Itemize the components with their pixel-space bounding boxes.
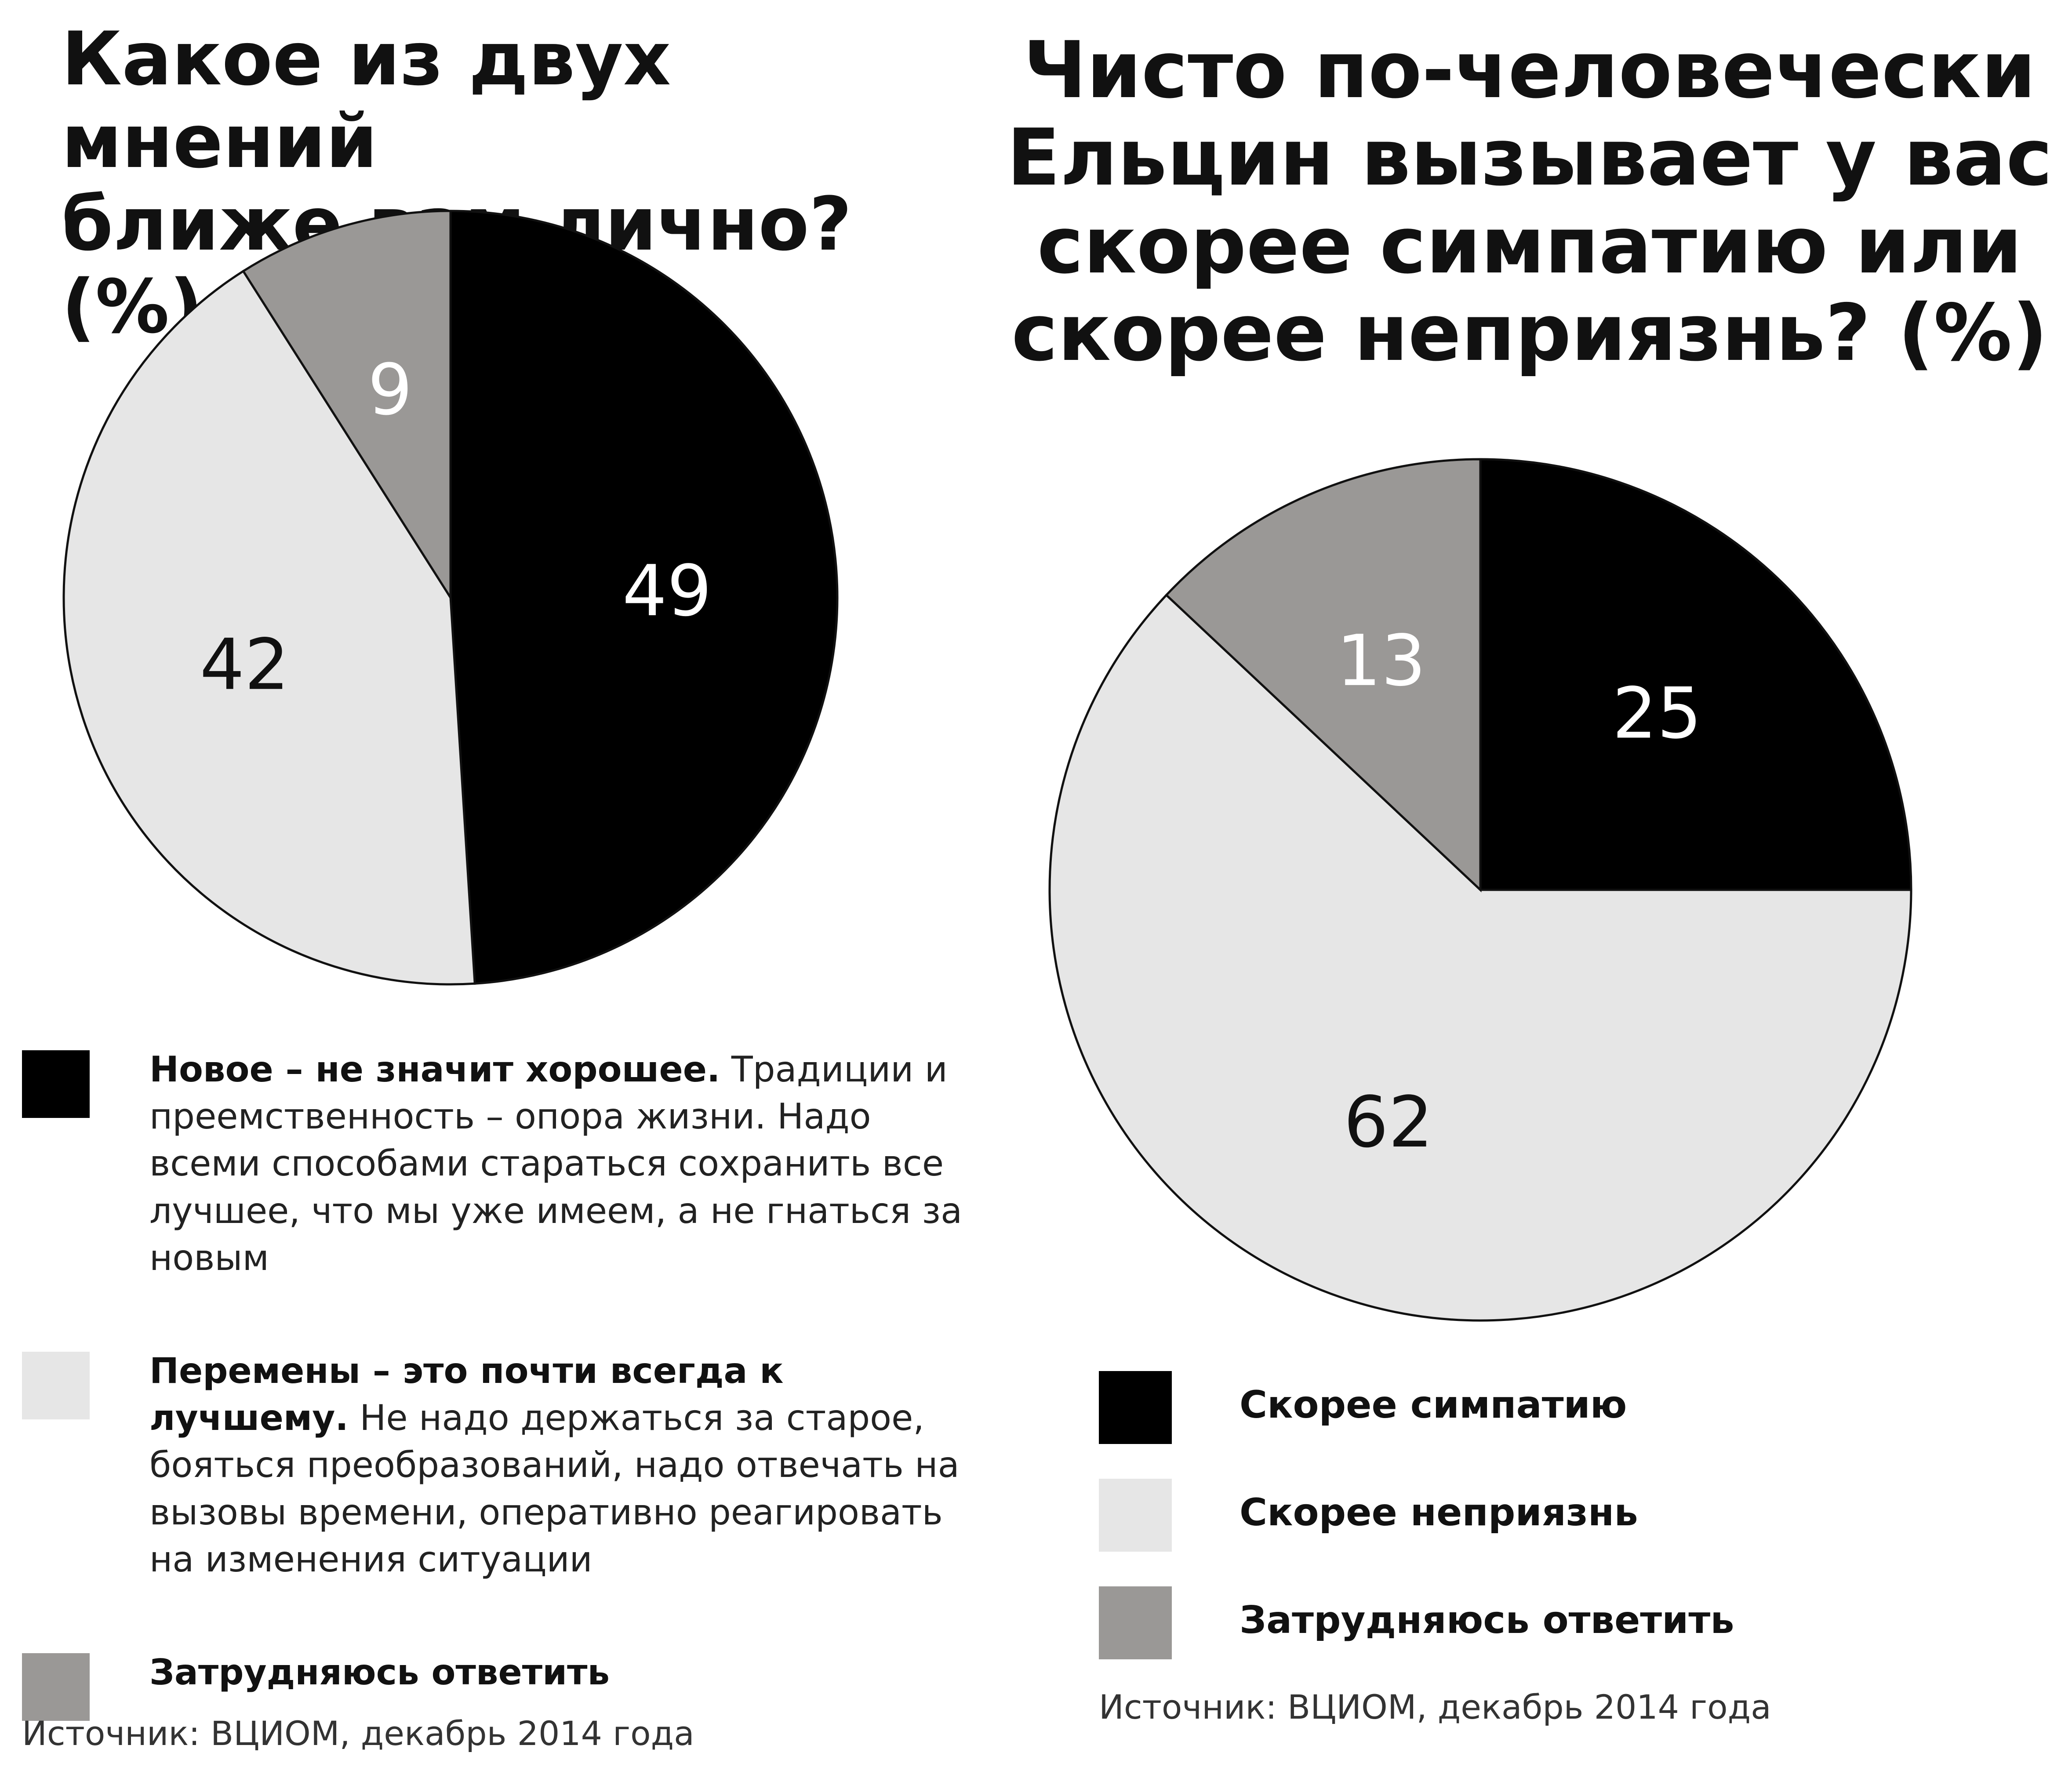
legend-text: Новое – не значит хорошее. Традиции и пр… xyxy=(149,1046,980,1281)
legend-bold-text: Перемены – это почти всегда к лучшему. xyxy=(149,1350,784,1439)
pie-slice-label: 49 xyxy=(622,550,712,632)
source-note-right: Источник: ВЦИОМ, декабрь 2014 года xyxy=(1099,1687,1771,1727)
legend-text: Скорее симпатию xyxy=(1240,1367,1978,1430)
pie-chart-right: 25 62 13 xyxy=(1048,458,1912,1322)
pie-slice xyxy=(1048,593,1912,1322)
source-note-left: Источник: ВЦИОМ, декабрь 2014 года xyxy=(22,1714,694,1753)
legend-swatch xyxy=(22,1653,90,1721)
legend-bold-text: Скорее неприязнь xyxy=(1240,1491,1638,1535)
pie-slice xyxy=(449,210,839,985)
legend-swatch xyxy=(1099,1586,1172,1659)
legend-item-changes-for-better: Перемены – это почти всегда к лучшему. Н… xyxy=(22,1347,980,1583)
pie-slice-label: 62 xyxy=(1344,1081,1433,1163)
legend-item-hard-to-say: Затрудняюсь ответить xyxy=(1099,1582,1978,1659)
legend-desc-text: Традиции и преемственность – опора жизни… xyxy=(149,1049,963,1278)
legend-item-new-is-not-good: Новое – не значит хорошее. Традиции и пр… xyxy=(22,1046,980,1281)
legend-bold-text: Скорее симпатию xyxy=(1240,1383,1627,1427)
pie-chart-left: 49 42 9 xyxy=(62,210,839,986)
legend-swatch xyxy=(22,1050,90,1118)
legend-bold-text: Затрудняюсь ответить xyxy=(1240,1598,1734,1642)
title-line: скорее симпатию или xyxy=(1037,200,2022,291)
legend-left: Новое – не значит хорошее. Традиции и пр… xyxy=(22,1046,980,1785)
chart-panel-right: Чисто по-человечески Ельцин вызывает у в… xyxy=(989,0,2072,1758)
legend-bold-text: Новое – не значит хорошее. xyxy=(149,1049,720,1090)
legend-desc-text: Не надо держаться за старое, бояться пре… xyxy=(149,1397,960,1580)
pie-slice-label: 9 xyxy=(368,348,413,431)
legend-swatch xyxy=(22,1351,90,1419)
legend-swatch xyxy=(1099,1371,1172,1444)
pie-slice xyxy=(242,210,452,602)
legend-swatch xyxy=(1099,1479,1172,1552)
pie-slice-label: 25 xyxy=(1612,672,1702,755)
legend-bold-text: Затрудняюсь ответить xyxy=(149,1651,610,1693)
chart-title-right: Чисто по-человечески Ельцин вызывает у в… xyxy=(1007,26,2053,377)
legend-item-sympathy: Скорее симпатию xyxy=(1099,1367,1978,1444)
legend-text: Затрудняюсь ответить xyxy=(149,1649,980,1696)
title-line: Какое из двух мнений xyxy=(62,16,671,185)
pie-slice-label: 13 xyxy=(1336,620,1426,702)
legend-right: Скорее симпатию Скорее неприязнь Затрудн… xyxy=(1099,1367,1978,1690)
legend-item-dislike: Скорее неприязнь xyxy=(1099,1474,1978,1552)
legend-item-hard-to-say: Затрудняюсь ответить xyxy=(22,1649,980,1721)
legend-text: Затрудняюсь ответить xyxy=(1240,1582,1978,1646)
legend-text: Перемены – это почти всегда к лучшему. Н… xyxy=(149,1347,980,1583)
title-line: Чисто по-человечески xyxy=(1023,25,2036,116)
pie-slice xyxy=(1479,458,1912,891)
title-line: скорее неприязнь? (%) xyxy=(1011,287,2048,379)
legend-text: Скорее неприязнь xyxy=(1240,1474,1978,1538)
title-line: Ельцин вызывает у вас xyxy=(1007,112,2053,203)
chart-panel-left: Какое из двух мнений ближе вам лично? (%… xyxy=(0,0,989,1758)
pie-slice xyxy=(1165,458,1482,892)
chart-title-left: Какое из двух мнений ближе вам лично? (%… xyxy=(62,18,976,348)
pie-slice xyxy=(62,269,476,986)
pie-slice-label: 42 xyxy=(200,624,290,706)
